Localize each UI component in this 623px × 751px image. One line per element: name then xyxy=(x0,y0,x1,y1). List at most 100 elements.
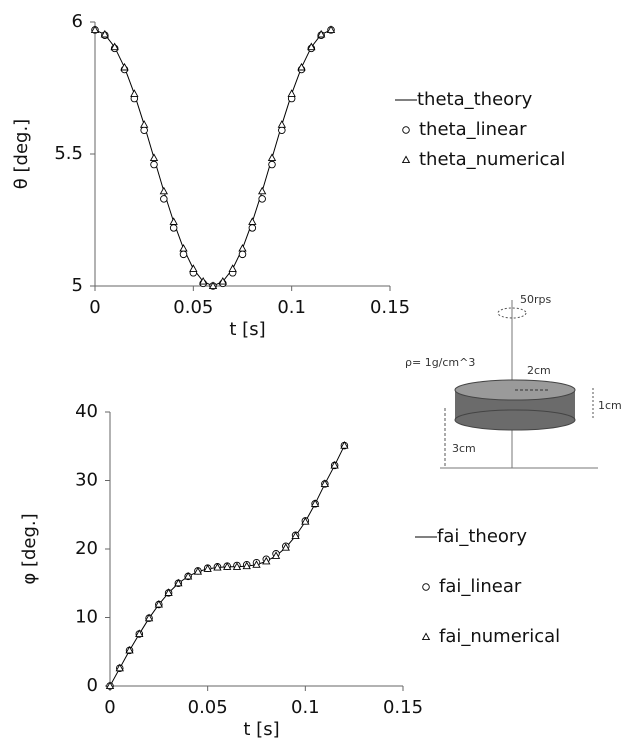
triangle-marker xyxy=(317,29,326,38)
series-line xyxy=(94,29,332,287)
triangle-marker xyxy=(326,25,336,33)
cylinder-diagram: 50rps ρ= 1g/cm^3 2cm 1cm 3cm xyxy=(405,293,622,469)
triangle-marker xyxy=(144,613,154,622)
x-axis-label: t [s] xyxy=(229,319,265,340)
circle-marker xyxy=(258,195,266,203)
triangle-marker xyxy=(401,155,411,164)
triangle-marker xyxy=(218,276,227,285)
rotation-arrow xyxy=(497,307,527,319)
legend-label: fai_numerical xyxy=(439,626,560,647)
circle-marker xyxy=(268,160,276,169)
triangle-marker xyxy=(115,663,124,672)
triangle-marker xyxy=(90,25,100,33)
legend-label: fai_theory xyxy=(437,526,527,547)
triangle-marker xyxy=(193,567,203,575)
circle-marker xyxy=(140,126,148,134)
triangle-marker xyxy=(213,562,222,571)
y-tick-label: 5 xyxy=(72,275,83,296)
triangle-marker xyxy=(228,264,237,272)
circle-marker xyxy=(179,250,188,259)
triangle-marker xyxy=(291,531,300,540)
triangle-marker xyxy=(277,120,286,128)
legend-label: theta_linear xyxy=(419,119,527,140)
radius-label: 2cm xyxy=(527,364,551,377)
x-tick-label: 0.15 xyxy=(370,297,410,318)
rotation-label: 50rps xyxy=(520,293,552,306)
x-tick-label: 0.15 xyxy=(383,697,423,718)
legend-label: theta_theory xyxy=(417,89,533,110)
circle-marker xyxy=(248,224,257,232)
triangle-marker xyxy=(271,551,281,559)
triangle-marker xyxy=(238,243,247,252)
x-tick-label: 0.1 xyxy=(277,297,306,318)
y-axis-label: θ [deg.] xyxy=(11,119,32,189)
y-axis-label: φ [deg.] xyxy=(19,513,40,584)
triangle-marker xyxy=(248,217,257,225)
y-tick-label: 10 xyxy=(75,607,98,628)
triangle-marker xyxy=(199,276,208,285)
y-tick-label: 6 xyxy=(72,11,83,32)
circle-marker xyxy=(169,224,178,232)
triangle-marker xyxy=(330,460,339,469)
triangle-marker xyxy=(140,120,149,128)
cylinder-bottom xyxy=(454,409,576,431)
circle-marker xyxy=(402,126,410,134)
triangle-marker xyxy=(421,632,431,641)
x-tick-label: 0.05 xyxy=(188,697,228,718)
triangle-marker xyxy=(125,645,134,654)
triangle-marker xyxy=(320,479,330,487)
y-tick-label: 5.5 xyxy=(54,143,83,164)
triangle-marker xyxy=(189,264,198,272)
triangle-marker xyxy=(267,153,277,162)
triangle-marker xyxy=(262,556,271,565)
triangle-marker xyxy=(164,588,173,596)
triangle-marker xyxy=(110,42,119,51)
circle-marker xyxy=(150,160,158,169)
density-label: ρ= 1g/cm^3 xyxy=(405,356,475,369)
x-tick-label: 0.1 xyxy=(291,697,320,718)
triangle-marker xyxy=(258,186,267,195)
triangle-marker xyxy=(340,441,349,449)
triangle-marker xyxy=(135,629,144,637)
x-tick-label: 0 xyxy=(89,297,100,318)
thickness-label: 1cm xyxy=(598,399,622,412)
triangle-marker xyxy=(130,89,139,97)
triangle-marker xyxy=(179,243,188,252)
triangle-marker xyxy=(252,560,261,568)
y-tick-label: 20 xyxy=(75,538,98,559)
triangle-marker xyxy=(149,153,159,162)
x-tick-label: 0.05 xyxy=(173,297,213,318)
triangle-marker xyxy=(281,543,290,551)
height-label: 3cm xyxy=(452,442,476,455)
triangle-marker xyxy=(120,62,129,71)
triangle-marker xyxy=(174,578,183,587)
triangle-marker xyxy=(183,571,193,580)
legend-label: theta_numerical xyxy=(419,149,565,170)
triangle-marker xyxy=(242,561,251,570)
triangle-marker xyxy=(100,29,109,38)
triangle-marker xyxy=(232,562,242,570)
triangle-marker xyxy=(208,281,218,290)
triangle-marker xyxy=(297,62,306,71)
triangle-marker xyxy=(105,681,115,690)
legend-label: fai_linear xyxy=(439,576,522,597)
x-tick-label: 0 xyxy=(104,697,115,718)
triangle-marker xyxy=(287,89,296,97)
triangle-marker xyxy=(310,499,320,507)
triangle-marker xyxy=(203,564,212,572)
y-tick-label: 40 xyxy=(75,401,98,422)
triangle-marker xyxy=(307,42,316,51)
triangle-marker xyxy=(154,599,163,608)
triangle-marker xyxy=(223,562,232,570)
circle-marker xyxy=(160,195,168,203)
triangle-marker xyxy=(169,217,178,225)
y-tick-label: 30 xyxy=(75,470,98,491)
triangle-marker xyxy=(301,517,310,525)
triangle-marker xyxy=(159,186,168,195)
x-axis-label: t [s] xyxy=(243,719,279,740)
circle-marker xyxy=(238,250,247,259)
circle-marker xyxy=(422,583,430,591)
circle-marker xyxy=(278,126,286,134)
y-tick-label: 0 xyxy=(87,675,98,696)
